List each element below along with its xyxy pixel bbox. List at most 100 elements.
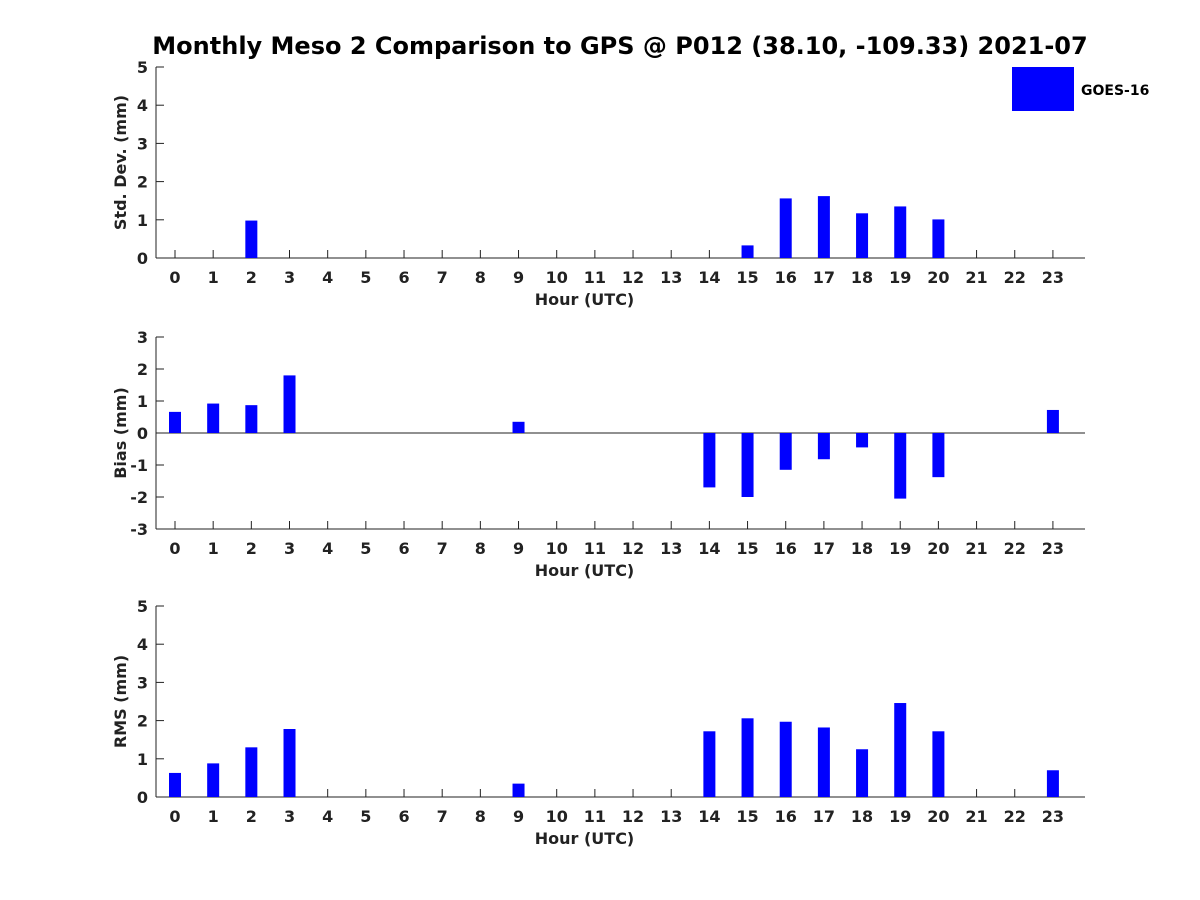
std-dev-ytick-label: 4 (137, 96, 148, 115)
std-dev-xtick-label: 22 (1004, 268, 1026, 287)
rms-xtick-label: 20 (927, 807, 949, 826)
rms-xtick-label: 2 (246, 807, 257, 826)
rms-xtick-label: 0 (169, 807, 180, 826)
std-dev-xtick-label: 17 (813, 268, 835, 287)
rms-xtick-label: 6 (398, 807, 409, 826)
bias-ylabel: Bias (mm) (111, 387, 130, 479)
bias-xlabel: Hour (UTC) (535, 561, 635, 580)
rms-bar-hour-1 (207, 763, 220, 797)
rms-ytick-label: 5 (137, 597, 148, 616)
bias-xtick-label: 12 (622, 539, 644, 558)
rms-xtick-label: 13 (660, 807, 682, 826)
rms-xtick-label: 1 (208, 807, 219, 826)
rms-xtick-label: 16 (775, 807, 797, 826)
bias-xtick-label: 7 (437, 539, 448, 558)
std-dev-xtick-label: 3 (284, 268, 295, 287)
std-dev-ytick-label: 5 (137, 58, 148, 77)
std-dev-xtick-label: 15 (736, 268, 758, 287)
rms-bar-hour-15 (741, 718, 754, 797)
bias-bar-hour-3 (283, 375, 296, 433)
std-dev-xtick-label: 8 (475, 268, 486, 287)
bias-ytick-label: 2 (137, 360, 148, 379)
rms-bar-hour-14 (703, 731, 716, 797)
bias-bar-hour-19 (894, 433, 907, 499)
bias-xtick-label: 2 (246, 539, 257, 558)
std-dev-ytick-label: 3 (137, 134, 148, 153)
bias-bar-hour-18 (856, 433, 869, 448)
std-dev-bar-hour-18 (856, 213, 869, 258)
std-dev-bar-hour-16 (779, 198, 792, 258)
bias-xtick-label: 13 (660, 539, 682, 558)
rms-xtick-label: 9 (513, 807, 524, 826)
bias-xtick-label: 9 (513, 539, 524, 558)
bias-xtick-label: 18 (851, 539, 873, 558)
std-dev-xtick-label: 21 (965, 268, 987, 287)
rms-bar-hour-0 (169, 772, 181, 797)
rms-ylabel: RMS (mm) (111, 655, 130, 748)
rms-bar-hour-2 (245, 747, 258, 797)
bias-bar-hour-1 (207, 403, 220, 433)
rms-xtick-label: 10 (546, 807, 568, 826)
std-dev-xtick-label: 14 (698, 268, 720, 287)
bias-xtick-label: 11 (584, 539, 606, 558)
rms-bar-hour-20 (932, 731, 945, 797)
rms-bar-hour-3 (283, 729, 296, 797)
std-dev-xtick-label: 5 (360, 268, 371, 287)
rms-xtick-label: 5 (360, 807, 371, 826)
bias-bar-hour-23 (1046, 409, 1059, 433)
bias-xtick-label: 0 (169, 539, 180, 558)
rms-xtick-label: 12 (622, 807, 644, 826)
std-dev-ytick-label: 1 (137, 211, 148, 230)
bias-ytick-label: 1 (137, 392, 148, 411)
std-dev-bar-hour-15 (741, 245, 754, 258)
bias-bar-hour-15 (741, 433, 754, 497)
bias-bar-hour-14 (703, 433, 716, 488)
rms-xtick-label: 3 (284, 807, 295, 826)
bias-ytick-label: -2 (130, 488, 148, 507)
bias-xtick-label: 8 (475, 539, 486, 558)
std-dev-bar-hour-17 (817, 196, 830, 258)
rms-xtick-label: 17 (813, 807, 835, 826)
rms-ytick-label: 4 (137, 635, 148, 654)
std-dev-xtick-label: 13 (660, 268, 682, 287)
rms-xlabel: Hour (UTC) (535, 829, 635, 848)
bias-xtick-label: 17 (813, 539, 835, 558)
std-dev-xtick-label: 0 (169, 268, 180, 287)
bias-ytick-label: -3 (130, 520, 148, 539)
rms-ytick-label: 2 (137, 712, 148, 731)
std-dev-xtick-label: 6 (398, 268, 409, 287)
bias-xtick-label: 3 (284, 539, 295, 558)
std-dev-ytick-label: 0 (137, 249, 148, 268)
legend-swatch (1012, 67, 1074, 111)
bias-bar-hour-2 (245, 405, 258, 433)
std-dev-bar-hour-19 (894, 206, 907, 258)
rms-bar-hour-16 (779, 721, 792, 797)
bias-xtick-label: 4 (322, 539, 333, 558)
std-dev-xtick-label: 9 (513, 268, 524, 287)
rms-xtick-label: 11 (584, 807, 606, 826)
bias-xtick-label: 19 (889, 539, 911, 558)
rms-bar-hour-23 (1046, 770, 1059, 797)
std-dev-xtick-label: 2 (246, 268, 257, 287)
std-dev-xtick-label: 7 (437, 268, 448, 287)
bias-bar-hour-16 (779, 433, 792, 470)
bias-ytick-label: 3 (137, 328, 148, 347)
rms-ytick-label: 0 (137, 788, 148, 807)
bias-xtick-label: 20 (927, 539, 949, 558)
figure-title: Monthly Meso 2 Comparison to GPS @ P012 … (152, 32, 1087, 60)
std-dev-xtick-label: 10 (546, 268, 568, 287)
rms-xtick-label: 21 (965, 807, 987, 826)
rms-xtick-label: 8 (475, 807, 486, 826)
bias-xtick-label: 1 (208, 539, 219, 558)
bias-xtick-label: 23 (1042, 539, 1064, 558)
rms-xtick-label: 7 (437, 807, 448, 826)
std-dev-bar-hour-2 (245, 220, 258, 258)
std-dev-xtick-label: 23 (1042, 268, 1064, 287)
std-dev-xlabel: Hour (UTC) (535, 290, 635, 309)
legend: GOES-16 (1012, 67, 1149, 111)
rms-bar-hour-9 (512, 783, 525, 797)
std-dev-xtick-label: 1 (208, 268, 219, 287)
